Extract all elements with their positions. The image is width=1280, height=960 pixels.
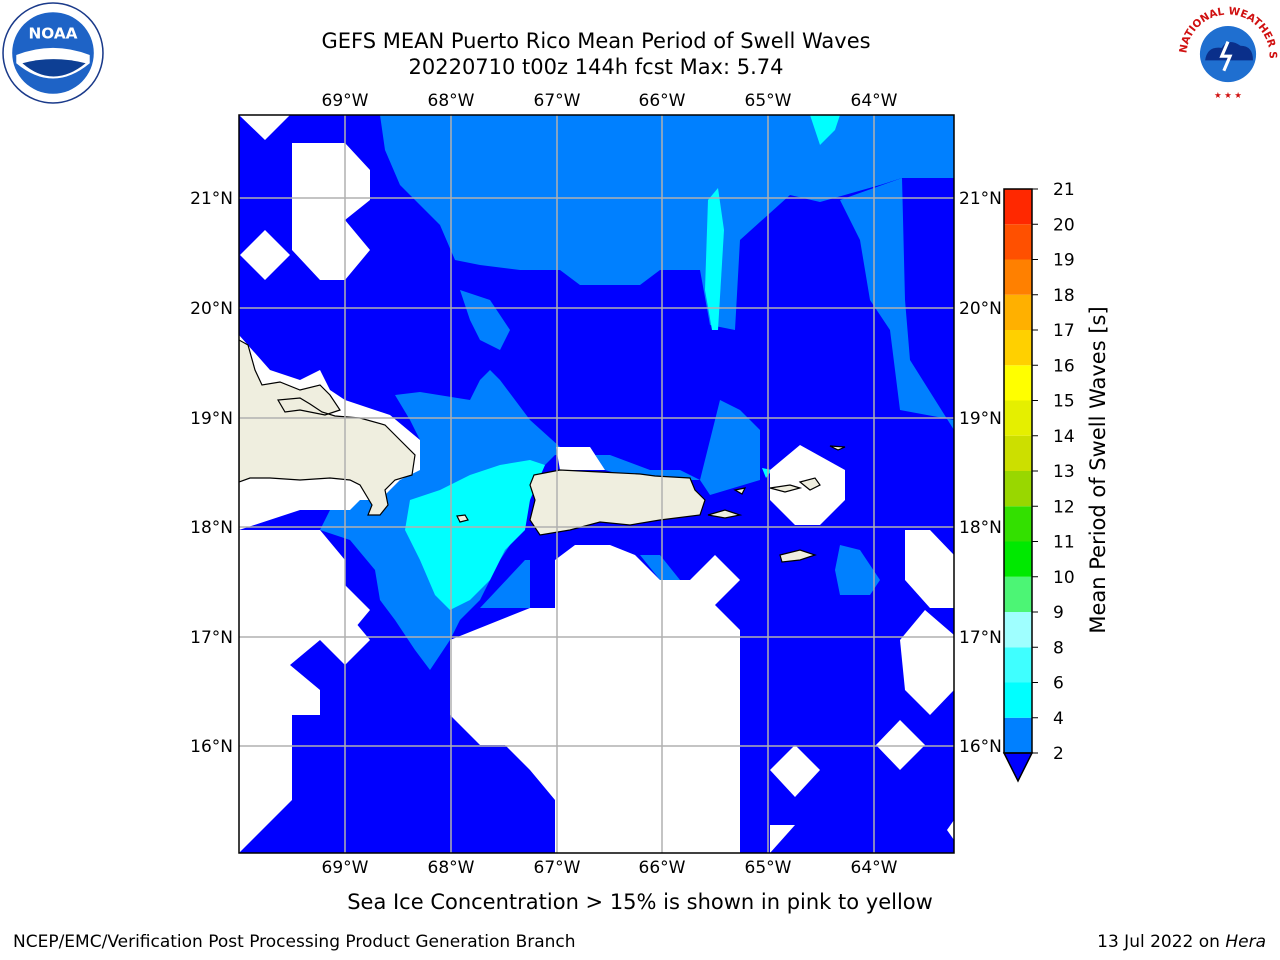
lon-label-top: 66°W [639, 91, 686, 111]
swell-band-4-6 [320, 115, 954, 670]
virgin-islands-landmass-3 [798, 477, 821, 491]
colorbar-tick-label: 12 [1053, 497, 1075, 517]
lon-label-top: 69°W [322, 91, 369, 111]
colorbar-segment [1004, 294, 1032, 330]
st-croix-landmass [779, 549, 817, 563]
lon-label-top: 65°W [745, 91, 792, 111]
svg-text:★ ★ ★: ★ ★ ★ [1214, 90, 1242, 100]
colorbar-tick-label: 6 [1053, 674, 1064, 694]
colorbar-segment [1004, 330, 1032, 366]
svg-text:NOAA: NOAA [28, 25, 77, 43]
lon-label-bottom: 67°W [534, 858, 581, 878]
lon-label-top: 64°W [851, 91, 898, 111]
lat-label-left: 18°N [190, 518, 233, 538]
lon-label-top: 67°W [534, 91, 581, 111]
vieques-landmass [707, 509, 743, 519]
footer-date: 13 Jul 2022 on Hera [1097, 932, 1266, 952]
colorbar: 2 4 6 8 9 10 11 12 13 14 15 16 17 18 19 20 21 [1002, 180, 1075, 783]
colorbar-segment [1004, 400, 1032, 436]
colorbar-segment [1004, 259, 1032, 295]
lon-label-top: 68°W [428, 91, 475, 111]
lon-label-bottom: 64°W [851, 858, 898, 878]
colorbar-segment [1004, 224, 1032, 260]
lat-label-left: 19°N [190, 409, 233, 429]
lon-label-bottom: 65°W [745, 858, 792, 878]
colorbar-tick-label: 21 [1053, 180, 1075, 200]
colorbar-tick-label: 16 [1053, 356, 1075, 376]
colorbar-segment [1004, 189, 1032, 225]
lat-label-left: 16°N [190, 737, 233, 757]
mona-island-landmass [456, 514, 469, 523]
lon-label-bottom: 66°W [639, 858, 686, 878]
lat-label-right: 16°N [959, 737, 1002, 757]
colorbar-tick-label: 9 [1053, 603, 1064, 623]
colorbar-tick-label: 17 [1053, 321, 1075, 341]
lat-label-left: 20°N [190, 299, 233, 319]
colorbar-tick-label: 15 [1053, 392, 1075, 412]
graticule [239, 115, 954, 853]
footer-credit: NCEP/EMC/Verification Post Processing Pr… [13, 932, 576, 952]
colorbar-tick-label: 10 [1053, 568, 1075, 588]
lat-label-left: 17°N [190, 628, 233, 648]
colorbar-extension [1002, 752, 1034, 783]
colorbar-segment [1004, 576, 1032, 612]
colorbar-tick-label: 11 [1053, 533, 1075, 553]
colorbar-segment [1004, 647, 1032, 683]
noaa-logo-icon: NOAA [2, 2, 104, 104]
lat-label-right: 19°N [959, 409, 1002, 429]
footer-host: Hera [1225, 932, 1266, 952]
lat-label-right: 21°N [959, 189, 1002, 209]
colorbar-label: Mean Period of Swell Waves [s] [1086, 306, 1110, 633]
national-weather-service-logo-icon: NATIONAL WEATHER SERVICE ★ ★ ★ [1176, 0, 1279, 102]
lat-label-right: 17°N [959, 628, 1002, 648]
colorbar-segment [1004, 612, 1032, 648]
lat-label-left: 21°N [190, 189, 233, 209]
colorbar-tick-label: 2 [1053, 744, 1064, 764]
colorbar-segment [1004, 506, 1032, 542]
colorbar-tick-label: 8 [1053, 638, 1064, 658]
lon-label-bottom: 68°W [428, 858, 475, 878]
map-frame [238, 114, 955, 854]
colorbar-tick-label: 20 [1053, 215, 1075, 235]
colorbar-tick-label: 4 [1053, 709, 1064, 729]
colorbar-segment [1004, 365, 1032, 401]
virgin-islands-landmass-2 [733, 487, 747, 495]
colorbar-tick-label: 19 [1053, 251, 1075, 271]
colorbar-segment [1004, 541, 1032, 577]
lat-label-right: 20°N [959, 299, 1002, 319]
hispaniola-landmass [239, 339, 416, 516]
colorbar-tick-label: 18 [1053, 286, 1075, 306]
lon-label-bottom: 69°W [322, 858, 369, 878]
colorbar-tick-label: 13 [1053, 462, 1075, 482]
lat-label-right: 18°N [959, 518, 1002, 538]
anguilla-landmass [829, 445, 846, 451]
sea-ice-note: Sea Ice Concentration > 15% is shown in … [347, 890, 933, 914]
colorbar-segment [1004, 435, 1032, 471]
colorbar-segment [1004, 717, 1032, 753]
colorbar-segment [1004, 682, 1032, 718]
colorbar-tick-label: 14 [1053, 427, 1075, 447]
swell-band-6-8 [405, 115, 840, 610]
footer-date-text: 13 Jul 2022 on [1097, 932, 1220, 952]
map-subtitle: 20220710 t00z 144h fcst Max: 5.74 [408, 55, 784, 79]
map-title: GEFS MEAN Puerto Rico Mean Period of Swe… [321, 29, 871, 53]
colorbar-segment [1004, 471, 1032, 507]
virgin-islands-landmass [769, 484, 803, 493]
